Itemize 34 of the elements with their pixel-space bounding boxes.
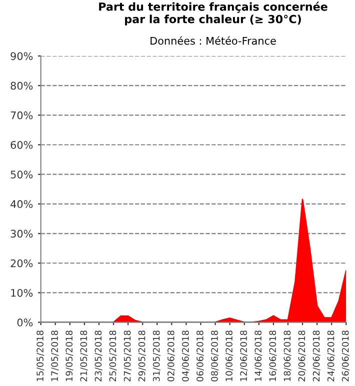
x-tick-label: 20/06/2018 <box>298 330 306 382</box>
x-tick-label: 23/05/2018 <box>94 330 102 382</box>
x-tick-label: 15/05/2018 <box>36 330 44 381</box>
x-tick-label: 08/06/2018 <box>211 330 219 382</box>
x-tick-label: 22/06/2018 <box>312 330 320 382</box>
chart-title: Part du territoire français concernée par la forte chaleur (≥ 30°C) <box>99 2 328 26</box>
y-tick-label: 20% <box>10 259 33 268</box>
x-tick-label: 26/06/2018 <box>342 330 350 382</box>
y-tick-label: 80% <box>10 82 33 90</box>
y-tick-label: 70% <box>10 111 33 120</box>
x-tick-label: 06/06/2018 <box>196 330 204 382</box>
x-tick-label: 27/05/2018 <box>124 330 132 382</box>
x-tick-label: 14/06/2018 <box>254 330 262 381</box>
y-tick-label: 30% <box>10 230 33 238</box>
x-tick-label: 04/06/2018 <box>182 330 190 382</box>
x-tick-label: 19/05/2018 <box>66 330 74 381</box>
y-tick-label: 90% <box>10 52 33 60</box>
x-tick-label: 12/06/2018 <box>240 330 248 381</box>
x-tick-label: 29/05/2018 <box>138 330 146 382</box>
x-tick-label: 02/06/2018 <box>167 330 175 382</box>
y-tick-label: 40% <box>10 200 33 208</box>
x-tick-label: 24/06/2018 <box>327 330 335 382</box>
text: Données : Météo-France <box>150 36 276 45</box>
x-tick-label: 31/05/2018 <box>152 330 160 382</box>
y-tick-label: 10% <box>11 288 33 297</box>
x-tick-label: 17/05/2018 <box>51 330 59 381</box>
y-tick-label: 0% <box>17 318 33 326</box>
x-tick-label: 18/06/2018 <box>284 330 292 381</box>
y-tick-label: 60% <box>10 140 33 149</box>
y-tick-label: 50% <box>10 170 33 178</box>
x-tick-label: 16/06/2018 <box>269 330 277 381</box>
x-tick-label: 21/05/2018 <box>80 330 88 382</box>
x-tick-label: 10/06/2018 <box>226 330 234 381</box>
x-tick-label: 25/05/2018 <box>109 330 117 382</box>
